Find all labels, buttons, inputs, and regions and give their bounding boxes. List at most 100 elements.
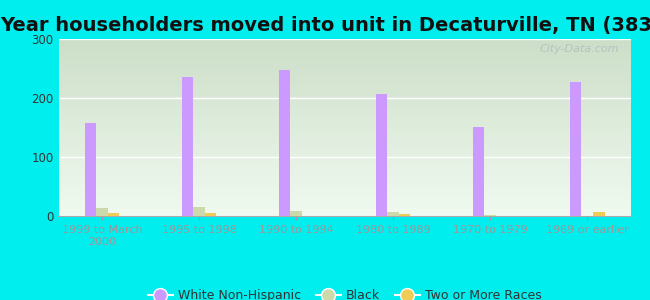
Bar [58,110,630,112]
Bar [84,123,96,216]
Bar [58,149,630,151]
Bar [58,151,630,152]
Bar [58,90,630,92]
Bar [58,122,630,124]
Bar [58,214,630,216]
Bar [58,120,630,122]
Bar [58,96,630,98]
Bar [96,208,108,216]
Bar [58,154,630,156]
Bar [58,76,630,78]
Bar [58,44,630,46]
Bar [58,118,630,120]
Bar [58,172,630,173]
Text: City-Data.com: City-Data.com [540,44,619,54]
Bar [58,184,630,186]
Bar [58,196,630,198]
Bar [58,71,630,73]
Bar [58,170,630,172]
Bar [58,113,630,115]
Bar [58,112,630,113]
Bar [58,142,630,143]
Bar [58,135,630,136]
Bar [58,152,630,154]
Legend: White Non-Hispanic, Black, Two or More Races: White Non-Hispanic, Black, Two or More R… [142,284,547,300]
Bar [569,82,581,216]
Bar [58,179,630,181]
Bar [58,64,630,65]
Bar [58,188,630,190]
Bar [108,213,120,216]
Bar [58,200,630,202]
Bar [58,58,630,60]
Bar [58,204,630,206]
Bar [58,145,630,147]
Bar [58,87,630,88]
Bar [58,46,630,48]
Bar [58,99,630,101]
Bar [58,65,630,67]
Bar [58,131,630,133]
Bar [290,211,302,216]
Bar [58,136,630,138]
Bar [58,138,630,140]
Bar [193,207,205,216]
Bar [58,165,630,167]
Bar [58,80,630,82]
Bar [58,74,630,76]
Bar [58,92,630,94]
Bar [58,212,630,214]
Bar [58,62,630,64]
Bar [58,51,630,53]
Bar [58,94,630,96]
Bar [58,57,630,59]
Title: Year householders moved into unit in Decaturville, TN (38329): Year householders moved into unit in Dec… [1,16,650,35]
Bar [58,85,630,87]
Bar [58,147,630,149]
Bar [58,48,630,50]
Bar [58,186,630,188]
Bar [58,206,630,207]
Bar [58,124,630,126]
Bar [58,173,630,175]
Bar [58,161,630,163]
Bar [58,43,630,44]
Bar [58,209,630,211]
Bar [58,128,630,129]
Bar [58,167,630,168]
Bar [58,211,630,212]
Bar [58,129,630,131]
Bar [58,98,630,99]
Bar [58,115,630,117]
Bar [58,101,630,103]
Bar [58,60,630,62]
Bar [399,214,410,216]
Bar [58,41,630,43]
Bar [58,106,630,108]
Bar [58,53,630,55]
Bar [58,140,630,142]
Bar [58,207,630,209]
Bar [58,55,630,57]
Bar [58,103,630,104]
Bar [58,202,630,204]
Bar [58,177,630,179]
Bar [58,78,630,80]
Bar [58,67,630,69]
Bar [58,156,630,158]
Bar [58,191,630,193]
Bar [58,133,630,135]
Bar [58,117,630,118]
Bar [58,143,630,145]
Bar [58,198,630,200]
Bar [58,88,630,90]
Bar [58,168,630,170]
Bar [205,213,216,216]
Bar [58,158,630,159]
Bar [484,215,496,216]
Bar [58,175,630,177]
Bar [58,190,630,191]
Bar [58,69,630,71]
Bar [58,39,630,41]
Bar [473,128,484,216]
